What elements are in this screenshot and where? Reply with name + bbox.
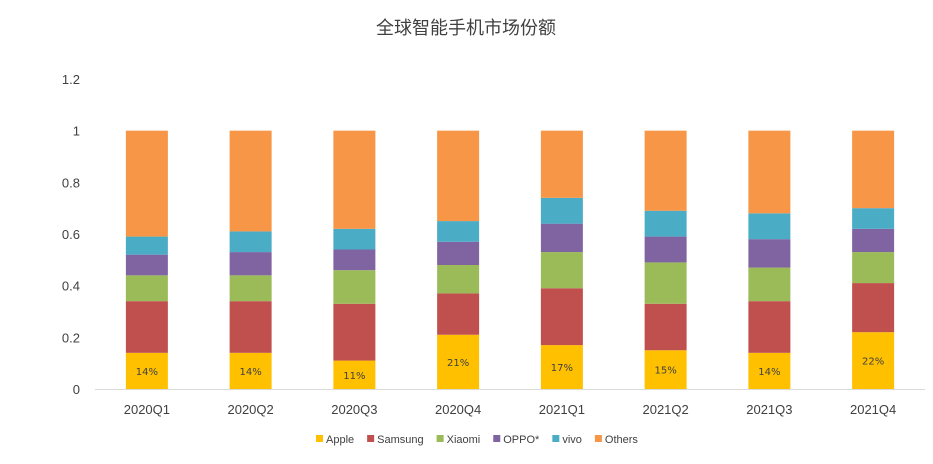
bar-segment-apple: [437, 334, 480, 389]
bar-segment-apple: [748, 352, 791, 389]
bar-segment-others: [540, 130, 583, 198]
bar-segment-apple: [540, 345, 583, 389]
x-tick-label: 2020Q3: [331, 402, 377, 417]
bar-segment-oppo: [125, 254, 168, 276]
bar-segment-samsung: [437, 293, 480, 335]
bar-segment-samsung: [540, 288, 583, 346]
bar-segment-samsung: [125, 301, 168, 353]
bar-segment-oppo: [852, 228, 895, 253]
x-tick-label: 2021Q2: [642, 402, 688, 417]
bar-segment-apple: [333, 360, 376, 389]
legend-swatch: [367, 435, 375, 442]
bar-segment-xiaomi: [748, 267, 791, 302]
bar-segment-xiaomi: [437, 265, 480, 294]
legend-swatch: [594, 435, 602, 442]
data-label: 14%: [758, 367, 780, 378]
bar-segment-others: [852, 130, 895, 209]
bar-segment-oppo: [644, 236, 687, 263]
bar-segment-vivo: [644, 210, 687, 237]
y-tick-label: 0.2: [62, 330, 80, 345]
bar-segment-others: [748, 130, 791, 214]
data-label: 17%: [551, 363, 573, 374]
bar-segment-apple: [852, 332, 895, 389]
bar-segment-vivo: [748, 213, 791, 240]
y-axis: 0 0.2 0.4 0.6 0.8 1 1.2: [62, 72, 80, 397]
bar-segment-vivo: [437, 221, 480, 242]
y-tick-label: 1.2: [62, 72, 80, 87]
bar-segment-vivo: [852, 208, 895, 229]
bar-segment-oppo: [437, 241, 480, 265]
legend-label: vivo: [562, 434, 582, 446]
y-tick-label: 0.6: [62, 227, 80, 242]
bar-stack-2020Q1: 14%: [125, 130, 168, 389]
bar-stack-2021Q1: 17%: [540, 130, 583, 389]
bar-segment-xiaomi: [125, 275, 168, 302]
bar-stack-2020Q3: 11%: [333, 130, 376, 389]
bar-segment-others: [125, 130, 168, 237]
legend-swatch: [552, 435, 560, 442]
bar-segment-apple: [644, 350, 687, 389]
bar-segment-vivo: [333, 228, 376, 250]
x-tick-label: 2020Q2: [227, 402, 273, 417]
bar-segment-oppo: [229, 252, 272, 276]
bar-stack-2021Q2: 15%: [644, 130, 687, 389]
legend-label: Apple: [326, 434, 354, 446]
bar-stack-2020Q4: 21%: [437, 130, 480, 389]
legend-label: OPPO*: [503, 434, 540, 446]
legend-swatch: [436, 435, 444, 442]
y-tick-label: 0: [73, 382, 80, 397]
bar-segment-others: [333, 130, 376, 229]
x-tick-label: 2021Q3: [746, 402, 792, 417]
x-axis: 2020Q1 2020Q2 2020Q3 2020Q4 2021Q1 2021Q2 2021…: [95, 389, 925, 417]
bar-segment-apple: [229, 352, 272, 389]
x-tick-label: 2020Q4: [435, 402, 481, 417]
bar-segment-others: [437, 130, 480, 222]
legend-label: Xiaomi: [447, 434, 481, 446]
bar-segment-xiaomi: [644, 262, 687, 304]
data-label: 14%: [136, 367, 158, 378]
data-label: 11%: [343, 371, 365, 382]
bar-segment-samsung: [333, 303, 376, 361]
bars-group: 14% 14% 11% 21% 17% 15% 14% 22%: [125, 130, 895, 389]
legend-swatch: [316, 435, 323, 442]
bar-segment-xiaomi: [333, 270, 376, 304]
bar-segment-apple: [125, 352, 168, 389]
data-label: 21%: [447, 358, 469, 369]
y-tick-label: 0.4: [62, 279, 80, 294]
legend-label: Others: [605, 434, 639, 446]
x-tick-label: 2021Q4: [850, 402, 896, 417]
bar-segment-samsung: [748, 301, 791, 353]
data-label: 22%: [862, 357, 884, 368]
legend: Apple Samsung Xiaomi OPPO* vivo Others: [316, 434, 638, 446]
bar-segment-vivo: [125, 236, 168, 255]
data-label: 14%: [240, 367, 262, 378]
legend-swatch: [493, 435, 501, 442]
bar-segment-oppo: [748, 239, 791, 268]
bar-segment-xiaomi: [540, 252, 583, 289]
data-label: 15%: [655, 366, 677, 377]
bar-segment-samsung: [644, 303, 687, 351]
bar-segment-samsung: [852, 283, 895, 333]
bar-segment-others: [644, 130, 687, 211]
bar-segment-xiaomi: [229, 275, 272, 302]
legend-label: Samsung: [377, 434, 423, 446]
bar-segment-oppo: [333, 249, 376, 271]
bar-segment-xiaomi: [852, 252, 895, 284]
bar-segment-vivo: [540, 197, 583, 224]
y-tick-label: 0.8: [62, 175, 80, 190]
x-tick-label: 2021Q1: [539, 402, 585, 417]
bar-segment-samsung: [229, 301, 272, 353]
bar-stack-2020Q2: 14%: [229, 130, 272, 389]
bar-segment-oppo: [540, 223, 583, 253]
bar-segment-vivo: [229, 231, 272, 253]
bar-segment-others: [229, 130, 272, 232]
y-tick-label: 1: [73, 124, 80, 139]
x-tick-label: 2020Q1: [124, 402, 170, 417]
bar-stack-2021Q3: 14%: [748, 130, 791, 389]
bar-stack-2021Q4: 22%: [852, 130, 895, 389]
chart-title: 全球智能手机市场份额: [376, 18, 556, 39]
